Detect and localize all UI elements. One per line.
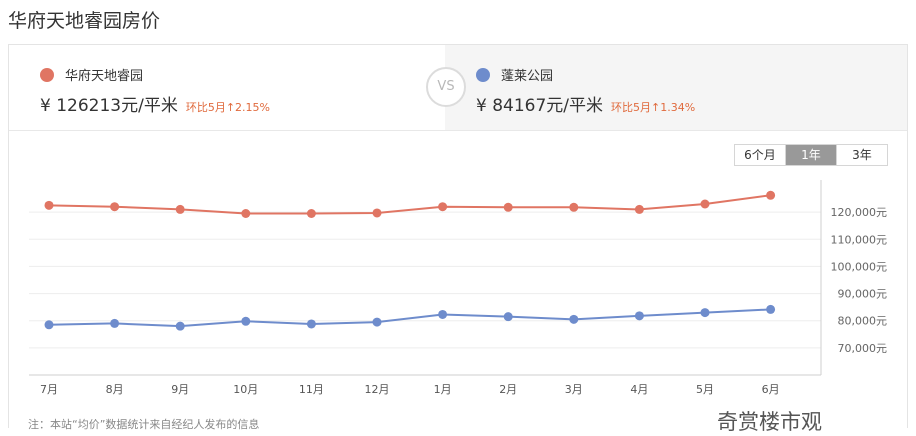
series-0-point xyxy=(306,209,316,218)
right-series-dot xyxy=(476,68,490,82)
x-tick-label: 6月 xyxy=(762,383,780,396)
right-estate-name: 蓬莱公园 xyxy=(501,69,554,84)
series-0-point xyxy=(503,202,513,212)
series-0-point xyxy=(241,209,251,218)
left-estate-price-row: ¥ 126213元/平米 环比5月↑2.15% xyxy=(40,91,270,116)
series-1-point xyxy=(700,308,710,318)
series-0-point xyxy=(569,202,579,212)
series-1-point xyxy=(503,312,513,322)
series-0-point xyxy=(438,202,448,212)
series-1-point xyxy=(766,304,776,314)
y-tick-label: 120,000元 xyxy=(831,206,888,219)
y-tick-label: 90,000元 xyxy=(838,288,888,301)
series-1-point xyxy=(175,321,185,331)
footnote: 注：本站“均价”数据统计来自经纪人发布的信息 xyxy=(28,418,260,431)
series-1-point xyxy=(372,317,382,327)
series-1-point xyxy=(44,320,54,330)
left-estate-price: ¥ 126213元/平米 xyxy=(40,96,178,116)
right-estate-change: 环比5月↑1.34% xyxy=(611,101,696,114)
series-1-point xyxy=(241,316,251,326)
series-0-point xyxy=(175,204,185,214)
vs-badge: VS xyxy=(426,67,466,107)
x-tick-label: 9月 xyxy=(171,383,189,396)
x-tick-label: 4月 xyxy=(630,383,648,396)
page-title: 华府天地睿园房价 xyxy=(8,10,161,32)
x-tick-label: 2月 xyxy=(499,383,517,396)
range-tab-1-year[interactable]: 1年 xyxy=(785,145,836,165)
left-estate-panel[interactable]: 华府天地睿园 ¥ 126213元/平米 环比5月↑2.15% xyxy=(9,45,445,130)
x-tick-label: 1月 xyxy=(434,383,452,396)
x-tick-label: 10月 xyxy=(233,383,258,396)
price-trend-chart: 70,000元 80,000元 90,000元 100,000元 110,000元 120… xyxy=(29,180,888,396)
right-estate-price-row: ¥ 84167元/平米 环比5月↑1.34% xyxy=(476,91,695,116)
series-0-point xyxy=(110,202,120,212)
series-0-point xyxy=(372,208,382,218)
time-range-tabs: 6个月 1年 3年 xyxy=(734,144,888,166)
right-estate-panel[interactable]: 蓬莱公园 ¥ 84167元/平米 环比5月↑1.34% xyxy=(445,45,907,130)
y-tick-label: 70,000元 xyxy=(838,342,888,355)
header-divider xyxy=(9,130,907,131)
left-series-dot xyxy=(40,68,54,82)
series-1-point xyxy=(569,314,579,324)
series-0-point xyxy=(766,190,776,200)
range-tab-3-years[interactable]: 3年 xyxy=(836,145,887,165)
series-0-point xyxy=(700,199,710,209)
y-tick-label: 100,000元 xyxy=(831,260,888,273)
left-estate-name: 华府天地睿园 xyxy=(65,69,144,84)
series-1-point xyxy=(634,311,644,321)
y-tick-label: 80,000元 xyxy=(838,315,888,328)
series-0-point xyxy=(634,204,644,214)
series-1-line xyxy=(48,308,771,328)
x-tick-label: 12月 xyxy=(365,383,390,396)
series-1-point xyxy=(306,319,316,329)
x-tick-label: 3月 xyxy=(565,383,583,396)
right-estate-price: ¥ 84167元/平米 xyxy=(476,96,604,116)
series-1-point xyxy=(438,309,448,319)
x-tick-label: 8月 xyxy=(106,383,124,396)
y-tick-label: 110,000元 xyxy=(831,233,888,246)
series-0-point xyxy=(44,200,54,210)
left-estate-change: 环比5月↑2.15% xyxy=(185,101,271,114)
x-tick-label: 7月 xyxy=(40,383,58,396)
comparison-card: 华府天地睿园 ¥ 126213元/平米 环比5月↑2.15% 蓬莱公园 ¥ 841… xyxy=(8,44,908,428)
range-tab-6-months[interactable]: 6个月 xyxy=(735,145,785,165)
series-0-line xyxy=(48,194,771,215)
watermark: 奇赏楼市观 xyxy=(717,410,822,434)
x-tick-label: 5月 xyxy=(696,383,714,396)
x-tick-label: 11月 xyxy=(299,383,324,396)
series-1-point xyxy=(110,318,120,328)
